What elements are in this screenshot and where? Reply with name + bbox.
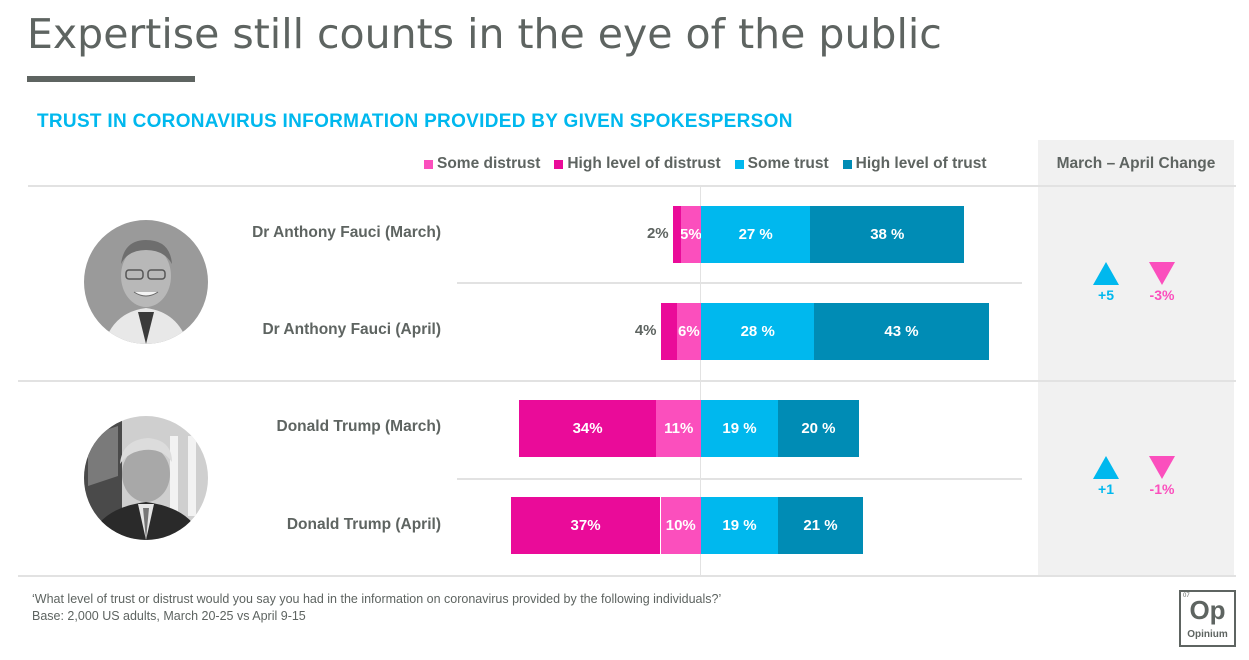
chart-legend: Some distrust High level of distrust Som…	[424, 155, 1001, 173]
bar-segment-high-distrust	[660, 303, 677, 360]
change-panel	[1038, 140, 1234, 575]
change-down-fauci: -3%	[1142, 262, 1182, 303]
change-up-value: +1	[1098, 481, 1114, 497]
change-up-value: +5	[1098, 287, 1114, 303]
survey-base: Base: 2,000 US adults, March 20-25 vs Ap…	[32, 609, 306, 623]
chart-subtitle: TRUST IN CORONAVIRUS INFORMATION PROVIDE…	[37, 111, 793, 132]
row-label: Donald Trump (April)	[286, 516, 441, 533]
avatar-fauci	[84, 220, 208, 344]
row-label: Dr Anthony Fauci (March)	[252, 224, 441, 241]
logo-symbol: Op	[1189, 595, 1226, 625]
bar-segment-high-distrust: 37%	[510, 497, 661, 554]
bar-segment-some-trust: 27 %	[701, 206, 811, 263]
avatar-trump	[84, 416, 208, 540]
data-label-high-distrust: 2%	[646, 225, 669, 242]
fauci-photo-icon	[84, 220, 208, 344]
logo-name: Opinium	[1187, 629, 1228, 640]
legend-label: High level of distrust	[567, 155, 721, 172]
change-down-value: -1%	[1149, 481, 1175, 497]
divider-people	[18, 380, 1236, 382]
footnote: ‘What level of trust or distrust would y…	[32, 591, 721, 625]
triangle-down-icon	[1149, 456, 1175, 479]
logo-number: 07	[1183, 593, 1190, 599]
zero-axis	[700, 186, 701, 575]
legend-swatch	[424, 159, 433, 169]
divider-bottom	[18, 575, 1236, 577]
page-title: Expertise still counts in the eye of the…	[27, 10, 942, 58]
row-label: Donald Trump (March)	[276, 418, 441, 435]
title-underline	[27, 76, 195, 82]
divider-fauci-rows	[457, 282, 1022, 284]
bar-segment-high-trust: 20 %	[777, 400, 859, 457]
legend-item-some-distrust: Some distrust	[424, 155, 540, 173]
bar-segment-high-trust: 43 %	[814, 303, 989, 360]
bar-segment-some-distrust: 5%	[680, 206, 702, 263]
bar-segment-high-distrust: 34%	[518, 400, 657, 457]
legend-label: High level of trust	[855, 155, 987, 172]
change-panel-title: March – April Change	[1056, 155, 1216, 172]
opinium-logo: 07 Op Opinium	[1179, 590, 1236, 647]
bar-segment-some-trust: 28 %	[701, 303, 815, 360]
legend-item-high-trust: High level of trust	[842, 155, 987, 173]
bar-segment-some-trust: 19 %	[701, 497, 778, 554]
survey-question: ‘What level of trust or distrust would y…	[32, 592, 722, 606]
trump-photo-icon	[84, 416, 208, 540]
divider-trump-rows	[457, 478, 1022, 480]
triangle-down-icon	[1149, 262, 1175, 285]
bar-segment-some-trust: 19 %	[701, 400, 778, 457]
bar-segment-some-distrust: 11%	[656, 400, 701, 457]
change-down-value: -3%	[1149, 287, 1175, 303]
bar-segment-high-trust: 38 %	[810, 206, 965, 263]
change-down-trump: -1%	[1142, 456, 1182, 497]
legend-item-high-distrust: High level of distrust	[554, 155, 721, 173]
legend-label: Some distrust	[437, 155, 541, 172]
triangle-up-icon	[1093, 456, 1119, 479]
bar-segment-high-trust: 21 %	[777, 497, 863, 554]
legend-swatch	[554, 159, 564, 169]
legend-label: Some trust	[747, 155, 829, 172]
divider-header	[28, 185, 1236, 187]
data-label-high-distrust: 4%	[634, 322, 657, 339]
bar-segment-some-distrust: 6%	[676, 303, 701, 360]
bar-segment-high-distrust	[672, 206, 681, 263]
row-label: Dr Anthony Fauci (April)	[262, 321, 441, 338]
change-up-fauci: +5	[1093, 262, 1119, 303]
legend-swatch	[842, 159, 852, 169]
change-up-trump: +1	[1093, 456, 1119, 497]
triangle-up-icon	[1093, 262, 1119, 285]
legend-item-some-trust: Some trust	[734, 155, 829, 173]
bar-segment-some-distrust: 10%	[660, 497, 701, 554]
legend-swatch	[734, 159, 744, 169]
